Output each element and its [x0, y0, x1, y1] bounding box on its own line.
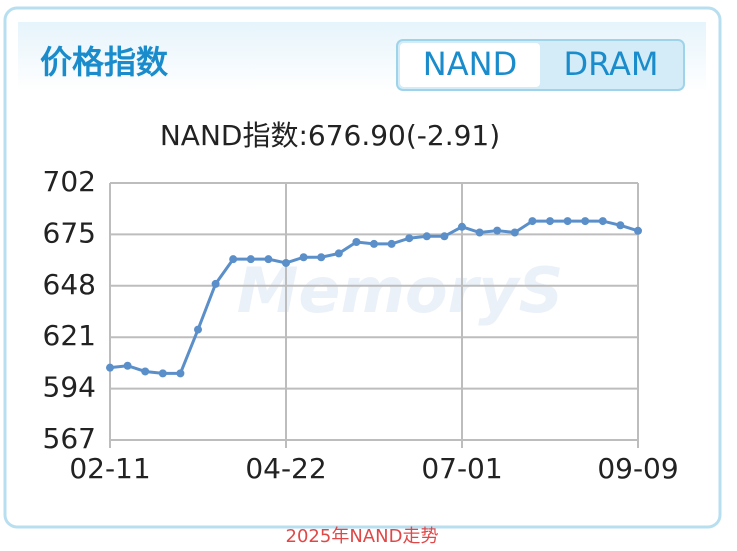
- point: [422, 232, 431, 241]
- y-tick-label: 594: [43, 371, 96, 404]
- x-tick-label: 02-11: [69, 452, 150, 485]
- point: [141, 367, 150, 376]
- x-tick-label: 04-22: [245, 452, 326, 485]
- y-tick-label: 567: [43, 422, 96, 455]
- y-tick-label: 648: [43, 268, 96, 301]
- point: [405, 234, 414, 243]
- point: [246, 255, 255, 264]
- plot: 567 594 621 648 675 702 02-11 04-22 07-01 09-09: [43, 165, 679, 485]
- point: [264, 255, 273, 264]
- point: [106, 363, 114, 372]
- point: [282, 258, 290, 267]
- point: [616, 221, 625, 230]
- panel: [3, 6, 722, 529]
- point: [317, 253, 326, 262]
- y-tick-label: 675: [43, 216, 96, 249]
- x-tick-label: 07-01: [421, 452, 502, 485]
- point: [528, 217, 537, 226]
- point: [299, 253, 308, 262]
- y-tick-label: 621: [43, 319, 96, 352]
- point: [370, 239, 378, 248]
- chart-title: NAND指数:676.90(-2.91): [160, 119, 500, 152]
- tab[interactable]: NAND: [423, 45, 517, 83]
- point: [510, 228, 519, 237]
- point: [493, 226, 502, 235]
- point: [176, 369, 185, 378]
- point: [440, 232, 449, 241]
- point: [158, 369, 167, 378]
- caption: 2025年NAND走势: [286, 526, 439, 547]
- point: [546, 217, 554, 226]
- point: [334, 249, 343, 258]
- point: [123, 361, 132, 370]
- header-title: 价格指数: [40, 43, 169, 81]
- point: [475, 228, 484, 237]
- x-tick-label: 09-09: [597, 452, 678, 485]
- point: [352, 238, 361, 247]
- point: [211, 279, 220, 288]
- watermark: MemoryS: [237, 254, 564, 327]
- point: [634, 226, 642, 235]
- point: [581, 217, 590, 226]
- point: [387, 239, 396, 248]
- y-tick-label: 702: [43, 165, 96, 198]
- point: [458, 222, 466, 231]
- point: [563, 217, 572, 226]
- tab[interactable]: DRAM: [563, 45, 658, 83]
- point: [229, 255, 238, 264]
- tab-active-bg: [400, 43, 540, 87]
- point: [194, 325, 202, 334]
- point: [598, 217, 607, 226]
